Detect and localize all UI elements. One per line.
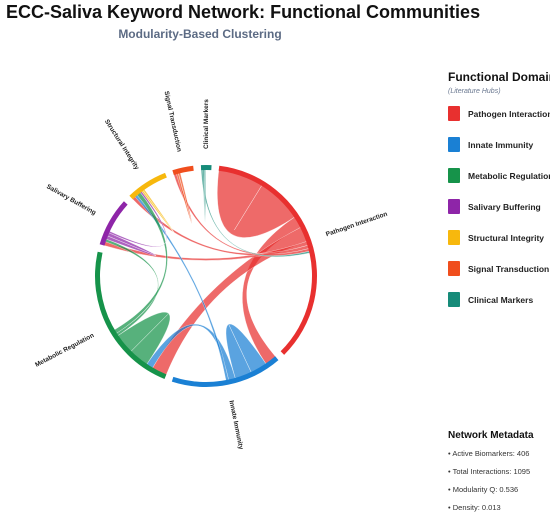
group-arc bbox=[95, 251, 167, 379]
legend-swatch bbox=[448, 261, 460, 276]
legend-item: Pathogen Interaction bbox=[448, 105, 550, 122]
group-arc bbox=[99, 201, 128, 246]
legend-item: Innate Immunity bbox=[448, 136, 548, 153]
legend-swatch bbox=[448, 106, 460, 121]
sector-label: Structural Integrity bbox=[103, 118, 140, 171]
bullet: • bbox=[448, 467, 451, 476]
metadata-text: Modularity Q: 0.536 bbox=[452, 485, 519, 494]
chart-title: ECC-Saliva Keyword Network: Functional C… bbox=[6, 2, 481, 22]
legend-swatch bbox=[448, 137, 460, 152]
chord-link bbox=[175, 171, 193, 225]
legend-swatch bbox=[448, 230, 460, 245]
sector-label: Pathogen Interaction bbox=[325, 211, 388, 239]
legend-label: Innate Immunity bbox=[468, 139, 534, 150]
sector-label: Salivary Buffering bbox=[45, 183, 97, 216]
chord-link bbox=[202, 167, 206, 222]
group-arc bbox=[171, 356, 279, 387]
legend-label: Structural Integrity bbox=[468, 232, 545, 243]
bullet: • bbox=[448, 449, 451, 458]
legend: Functional Domains (Literature Hubs) Pat… bbox=[448, 70, 550, 322]
network-metadata: Network Metadata • Active Biomarkers: 40… bbox=[448, 430, 548, 521]
legend-swatch bbox=[448, 168, 460, 183]
bullet: • bbox=[448, 503, 451, 512]
group-arc bbox=[129, 172, 167, 200]
group-arc bbox=[200, 165, 212, 171]
sector-label: Metabolic Regulation bbox=[34, 332, 95, 369]
legend-item: Signal Transduction bbox=[448, 260, 550, 277]
bullet: • bbox=[448, 485, 451, 494]
sector-label: Signal Transduction bbox=[163, 90, 183, 152]
metadata-title: Network Metadata bbox=[448, 430, 534, 441]
metadata-text: Active Biomarkers: 406 bbox=[452, 449, 530, 458]
metadata-text: Total Interactions: 1095 bbox=[452, 467, 531, 476]
legend-item: Salivary Buffering bbox=[448, 198, 548, 215]
legend-subtitle: (Literature Hubs) bbox=[448, 88, 501, 95]
metadata-row: • Total Interactions: 1095 bbox=[448, 467, 548, 476]
chart-subtitle: Modularity-Based Clustering bbox=[118, 27, 282, 41]
metadata-row: • Density: 0.013 bbox=[448, 503, 548, 512]
metadata-row: • Active Biomarkers: 406 bbox=[448, 449, 548, 458]
legend-label: Metabolic Regulation bbox=[468, 170, 550, 181]
group-arc bbox=[218, 165, 318, 355]
metadata-row: • Modularity Q: 0.536 bbox=[448, 485, 548, 494]
legend-item: Structural Integrity bbox=[448, 229, 548, 246]
legend-label: Signal Transduction bbox=[468, 263, 550, 274]
legend-item: Clinical Markers bbox=[448, 291, 548, 308]
legend-label: Clinical Markers bbox=[468, 294, 534, 305]
legend-item: Metabolic Regulation bbox=[448, 167, 550, 184]
metadata-text: Density: 0.013 bbox=[452, 503, 501, 512]
legend-items: Pathogen Interaction Innate Immunity Metab… bbox=[448, 105, 550, 308]
legend-title: Functional Domains bbox=[448, 70, 550, 84]
chord-diagram: Pathogen Interaction Innate Immunity Metab… bbox=[34, 90, 388, 451]
legend-label: Pathogen Interaction bbox=[468, 108, 550, 119]
sector-label: Clinical Markers bbox=[203, 99, 210, 149]
legend-swatch bbox=[448, 292, 460, 307]
legend-swatch bbox=[448, 199, 460, 214]
group-arc bbox=[172, 165, 194, 175]
sector-label: Innate Immunity bbox=[227, 400, 244, 451]
legend-label: Salivary Buffering bbox=[468, 201, 541, 212]
